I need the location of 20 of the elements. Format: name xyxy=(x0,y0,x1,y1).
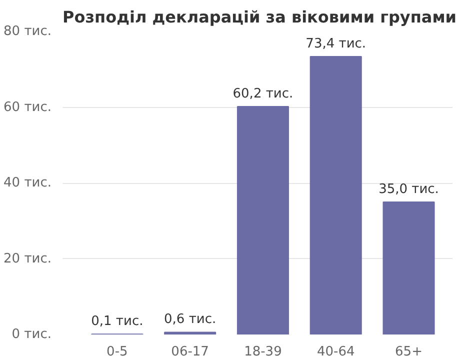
data-label: 0,1 тис. xyxy=(91,314,144,330)
bar xyxy=(382,201,435,334)
y-tick-label: 40 тис. xyxy=(4,176,52,190)
x-tick-label: 18-39 xyxy=(244,344,282,358)
x-tick-label: 40-64 xyxy=(316,344,355,358)
data-label: 60,2 тис. xyxy=(232,86,294,102)
y-tick-label: 0 тис. xyxy=(12,327,52,342)
bar xyxy=(236,106,289,334)
x-tick-label: 06-17 xyxy=(171,344,209,358)
data-label: 35,0 тис. xyxy=(378,182,439,197)
bar xyxy=(164,332,216,334)
x-tick-label: 0-5 xyxy=(106,344,128,358)
x-tick-label: 65+ xyxy=(395,344,422,358)
chart-title: Розподіл декларацій за віковими групами xyxy=(62,8,456,26)
data-label: 73,4 тис. xyxy=(306,36,366,52)
bar xyxy=(310,56,362,334)
y-tick-label: 80 тис. xyxy=(4,24,52,39)
y-tick-label: 20 тис. xyxy=(4,251,52,266)
data-label: 0,6 тис. xyxy=(164,312,216,328)
y-tick-label: 60 тис. xyxy=(4,100,52,115)
